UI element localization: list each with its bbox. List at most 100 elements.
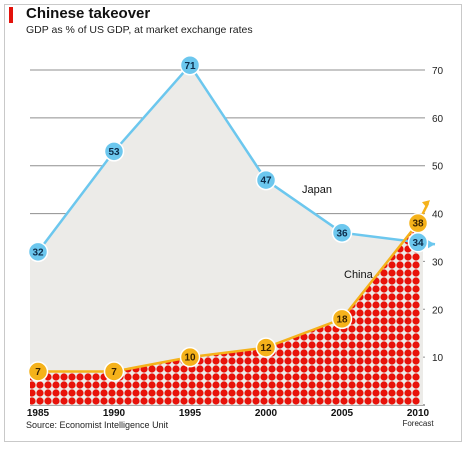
china-dot <box>364 341 372 349</box>
china-dot <box>396 397 404 405</box>
china-dot <box>212 365 220 373</box>
china-dot <box>284 77 291 84</box>
china-dot <box>348 205 355 212</box>
china-dot <box>124 93 131 100</box>
china-dot <box>348 325 356 333</box>
china-dot <box>36 133 43 140</box>
china-dot <box>396 77 403 84</box>
china-dot <box>260 93 267 100</box>
china-dot <box>292 117 299 124</box>
china-dot <box>124 85 131 92</box>
china-dot <box>364 197 371 204</box>
china-dot <box>268 101 275 108</box>
china-dot <box>124 101 131 108</box>
china-dot <box>340 125 347 132</box>
china-dot <box>44 93 51 100</box>
china-dot <box>412 309 420 317</box>
china-dot <box>364 389 372 397</box>
china-dot <box>108 389 116 397</box>
series-lines <box>29 63 436 373</box>
china-dot <box>380 157 387 164</box>
china-dot <box>332 389 340 397</box>
china-dot <box>60 77 67 84</box>
china-dot <box>340 205 347 212</box>
china-dot <box>348 357 356 365</box>
china-dot <box>284 101 291 108</box>
china-dot <box>364 149 371 156</box>
china-dot <box>44 85 51 92</box>
china-dot <box>372 325 380 333</box>
china-dot <box>300 149 307 156</box>
china-dot <box>292 381 300 389</box>
china-dot <box>372 117 379 124</box>
japan-point-marker <box>103 141 125 162</box>
china-dot <box>316 349 324 357</box>
china-dot <box>268 397 276 405</box>
china-dot <box>380 189 387 196</box>
china-dot <box>388 309 396 317</box>
china-dot <box>284 357 292 365</box>
china-dot <box>332 381 340 389</box>
china-dot <box>404 373 412 381</box>
china-dot <box>340 109 347 116</box>
china-dot <box>212 397 220 405</box>
china-dot <box>124 397 132 405</box>
china-dot <box>380 133 387 140</box>
x-tick-label: 1985 <box>27 408 50 419</box>
china-dot <box>340 217 348 221</box>
china-dot <box>276 389 284 397</box>
china-dot <box>76 173 83 180</box>
china-dot <box>68 117 75 124</box>
china-dot <box>68 397 76 405</box>
china-dot <box>396 205 403 212</box>
china-dot <box>396 221 404 229</box>
japan-point-label: 34 <box>412 238 424 249</box>
china-dot <box>92 85 99 92</box>
china-dot <box>372 109 379 116</box>
china-dot <box>316 381 324 389</box>
china-dot <box>60 101 67 108</box>
china-dot <box>212 389 220 397</box>
china-dot <box>396 381 404 389</box>
china-dot <box>380 325 388 333</box>
china-dot <box>380 277 388 285</box>
china-dot <box>380 269 388 277</box>
china-dot <box>60 373 68 381</box>
china-dot <box>268 157 275 164</box>
china-dot <box>60 125 67 132</box>
china-dot <box>252 389 260 397</box>
china-dot <box>356 173 363 180</box>
china-dot <box>316 173 323 180</box>
china-dot <box>396 133 403 140</box>
china-dot <box>300 141 307 148</box>
china-dot <box>356 357 364 365</box>
china-dot <box>292 357 300 365</box>
china-dot <box>180 397 188 405</box>
china-dot <box>108 85 115 92</box>
china-dot <box>76 133 83 140</box>
china-dot <box>356 381 364 389</box>
china-dot <box>76 77 83 84</box>
china-dot <box>76 109 83 116</box>
china-dot <box>100 85 107 92</box>
china-dot <box>60 173 67 180</box>
china-dot <box>380 101 387 108</box>
china-dot <box>52 381 60 389</box>
china-dot <box>284 109 291 116</box>
china-dot <box>68 389 76 397</box>
china-dot <box>316 341 324 349</box>
china-dot <box>236 93 243 100</box>
china-dot <box>364 301 372 309</box>
china-dot <box>252 397 260 405</box>
china-dot <box>404 157 411 164</box>
china-dot <box>124 109 131 116</box>
china-dot <box>36 85 43 92</box>
china-dot <box>28 141 35 148</box>
china-dot <box>252 109 259 116</box>
china-dot <box>84 381 92 389</box>
china-dot <box>84 141 91 148</box>
series-label-china: China <box>344 269 374 281</box>
china-dot <box>380 285 388 293</box>
china-dot <box>276 173 283 180</box>
china-dot <box>316 141 323 148</box>
